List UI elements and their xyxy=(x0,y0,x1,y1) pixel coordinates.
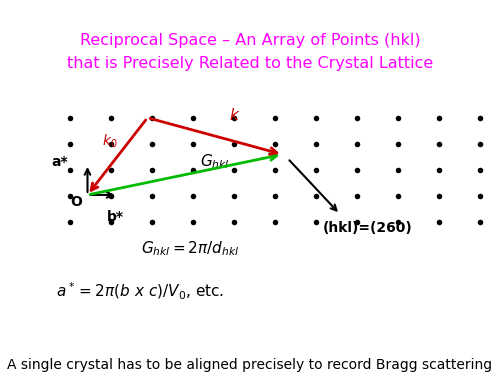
Text: $G_{hkl} = 2\pi/d_{hkl}$: $G_{hkl} = 2\pi/d_{hkl}$ xyxy=(141,240,239,258)
Text: that is Precisely Related to the Crystal Lattice: that is Precisely Related to the Crystal… xyxy=(67,56,433,71)
Text: b*: b* xyxy=(106,210,124,224)
Text: a*: a* xyxy=(52,155,68,169)
Text: O: O xyxy=(70,195,83,209)
Text: $k$: $k$ xyxy=(230,107,240,123)
Text: $G_{hkl}$: $G_{hkl}$ xyxy=(200,152,230,171)
Text: Reciprocal Space – An Array of Points (hkl): Reciprocal Space – An Array of Points (h… xyxy=(80,33,420,48)
Text: A single crystal has to be aligned precisely to record Bragg scattering: A single crystal has to be aligned preci… xyxy=(8,358,492,372)
Text: $a^* = 2\pi(b\ x\ c)/V_0$, etc.: $a^* = 2\pi(b\ x\ c)/V_0$, etc. xyxy=(56,281,224,302)
Text: (hkl)=(260): (hkl)=(260) xyxy=(322,221,412,235)
Text: $k_0$: $k_0$ xyxy=(102,132,118,150)
